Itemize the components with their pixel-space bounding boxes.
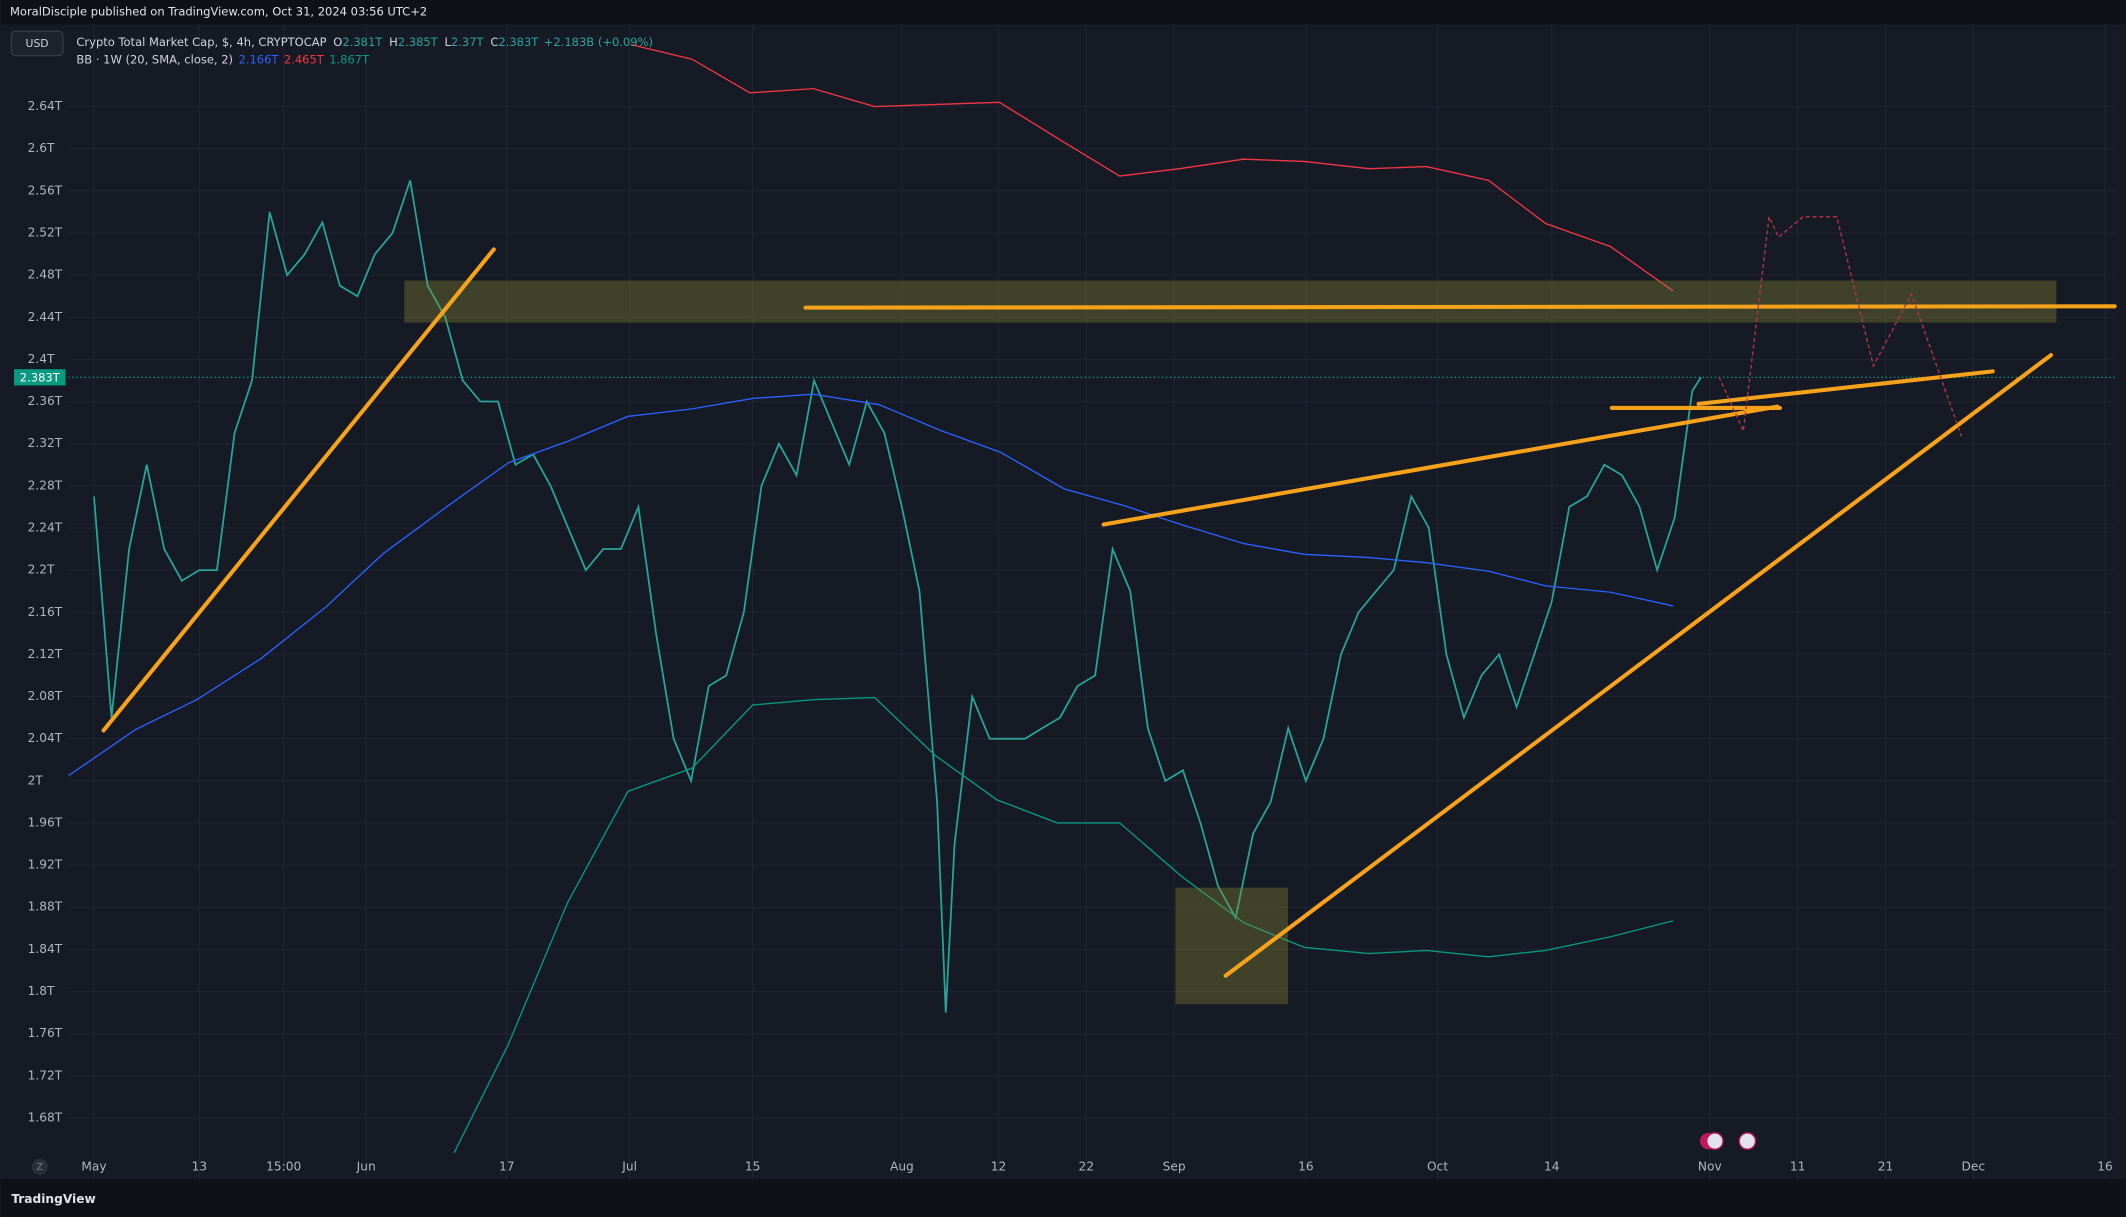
y-tick-label: 2.16T [28, 605, 63, 619]
x-tick-label: 14 [1544, 1159, 1560, 1173]
ohlc-value: 2.37T [451, 35, 485, 49]
indicator: BB · 1W (20, SMA, close, 2) [76, 52, 233, 66]
drawings [101, 214, 2117, 1005]
x-tick-label: Oct [1427, 1159, 1448, 1173]
x-tick-label: Sep [1163, 1159, 1186, 1173]
currency-button[interactable] [10, 30, 64, 57]
change: +2.183B (+0.09%) [544, 35, 653, 49]
publisher: MoralDisciple published on TradingView.c… [10, 5, 427, 19]
symbol: Crypto Total Market Cap, $, 4h, CRYPTOCA… [76, 35, 326, 49]
x-tick-label: Jun [356, 1159, 376, 1173]
y-tick-label: 2.44T [28, 310, 63, 324]
series-line [630, 43, 1674, 292]
x-tick-label: 11 [1790, 1159, 1806, 1173]
event-icon[interactable] [1706, 1132, 1724, 1150]
ohlc-value: 2.383T [498, 35, 539, 49]
x-tick-label: 17 [499, 1159, 515, 1173]
x-tick-label: May [81, 1159, 106, 1173]
resistance-zone [404, 280, 2057, 323]
y-tick-label: 2.2T [28, 563, 55, 577]
y-tick-label: 2.08T [28, 689, 63, 703]
x-tick-label: 15 [745, 1159, 761, 1173]
trendline [803, 304, 2117, 310]
brand: TradingView [11, 1192, 95, 1206]
y-tick-label: 1.8T [28, 984, 55, 998]
symbol-legend: Crypto Total Market Cap, $, 4h, CRYPTOCA… [76, 35, 653, 49]
y-tick-label: 2.12T [28, 647, 63, 661]
price-axis [0, 24, 69, 1180]
grid [68, 24, 2115, 1180]
ohlc-label: O [333, 35, 342, 49]
y-tick-label: 1.88T [28, 900, 63, 914]
projection-path [1718, 214, 1963, 437]
axes: 1.68T 1.72T 1.76T 1.8T 1.84T 1.88T 1.92T 1.96T 2… [14, 99, 2113, 1173]
x-tick-label: 12 [991, 1159, 1007, 1173]
series-layer [68, 43, 2115, 1154]
y-tick-label: 1.84T [28, 942, 63, 956]
indicator-legend: BB · 1W (20, SMA, close, 2) 2.166T 2.465T 1… [76, 52, 370, 66]
x-tick-label: 13 [192, 1159, 208, 1173]
y-tick-label: 2.04T [28, 731, 63, 745]
y-tick-label: 2.4T [28, 352, 55, 366]
y-tick-label: 2.6T [28, 141, 55, 155]
zoom-button[interactable] [31, 1158, 48, 1175]
trendline [1696, 369, 1995, 406]
x-tick-label: Nov [1698, 1159, 1722, 1173]
ohlc-value: 2.385T [398, 35, 439, 49]
trendline [1101, 404, 1780, 527]
x-tick-label: 16 [2097, 1159, 2113, 1173]
y-tick-label: 2.36T [28, 394, 63, 408]
ohlc-value: 2.381T [342, 35, 383, 49]
y-tick-label: 1.68T [28, 1110, 63, 1124]
indicator-value: 1.867T [329, 52, 370, 66]
footer [0, 1179, 2126, 1217]
zoom-label[interactable]: Z [37, 1162, 44, 1173]
last-price-label: 2.383T [20, 371, 61, 385]
last-price-badge [14, 369, 66, 386]
ohlc-label: H [389, 35, 398, 49]
y-tick-label: 2.52T [28, 225, 63, 239]
event-icon[interactable] [1738, 1132, 1757, 1150]
ohlc-label: C [490, 35, 498, 49]
y-tick-label: 1.72T [28, 1068, 63, 1082]
top-bar [0, 0, 2126, 25]
y-tick-label: 1.76T [28, 1026, 63, 1040]
y-tick-label: 2.56T [28, 183, 63, 197]
y-tick-label: 2T [28, 773, 44, 787]
legend: Crypto Total Market Cap, $, 4h, CRYPTOCA… [76, 35, 653, 67]
indicator-value: 2.465T [284, 52, 325, 66]
y-tick-label: 2.32T [28, 436, 63, 450]
indicator-value: 2.166T [238, 52, 279, 66]
x-tick-label: 21 [1878, 1159, 1894, 1173]
currency-label[interactable]: USD [26, 37, 49, 50]
series-line [68, 393, 1674, 777]
series-line [93, 180, 1702, 1013]
x-tick-label: 15:00 [266, 1159, 301, 1173]
x-tick-label: Jul [621, 1159, 637, 1173]
support-zone [1175, 887, 1288, 1005]
trendline [1223, 353, 2053, 978]
x-tick-label: Dec [1961, 1159, 1985, 1173]
x-tick-label: 22 [1079, 1159, 1095, 1173]
y-tick-label: 2.24T [28, 520, 63, 534]
y-tick-label: 1.96T [28, 815, 63, 829]
trendlines [101, 247, 2117, 978]
series-line [453, 696, 1674, 1154]
y-tick-label: 2.64T [28, 99, 63, 113]
ohlc-label: L [444, 35, 451, 49]
x-tick-label: Aug [890, 1159, 914, 1173]
trendline [101, 247, 496, 733]
y-tick-label: 1.92T [28, 858, 63, 872]
y-tick-label: 2.48T [28, 268, 63, 282]
x-tick-label: 16 [1298, 1159, 1314, 1173]
y-tick-label: 2.28T [28, 478, 63, 492]
